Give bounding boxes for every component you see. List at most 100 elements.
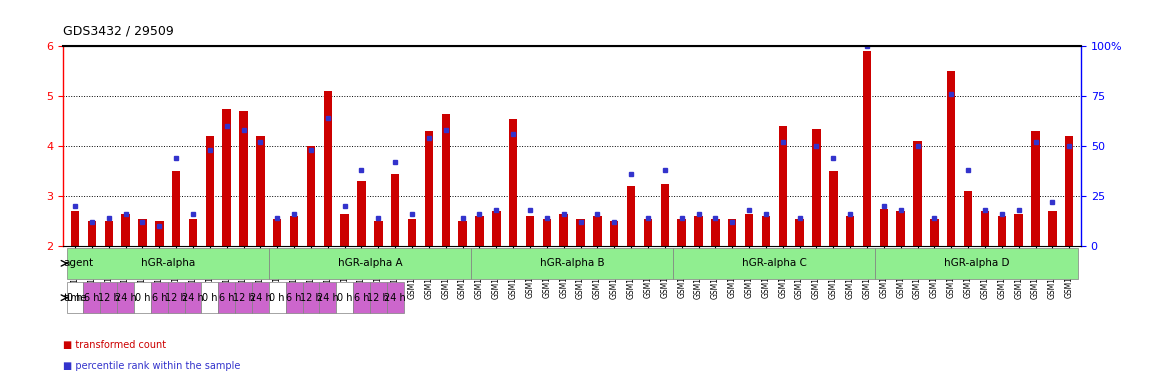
Text: hGR-alpha B: hGR-alpha B (539, 258, 605, 268)
Text: 6 h: 6 h (286, 293, 301, 303)
Bar (206, 136, 214, 246)
Bar (948, 71, 956, 246)
FancyBboxPatch shape (117, 282, 135, 313)
Bar (576, 218, 584, 246)
Bar (964, 191, 972, 246)
Bar (475, 216, 484, 246)
FancyBboxPatch shape (472, 248, 673, 279)
FancyBboxPatch shape (135, 282, 151, 313)
FancyBboxPatch shape (353, 282, 370, 313)
Bar (408, 218, 416, 246)
Text: 0 h: 0 h (269, 293, 285, 303)
Text: 6 h: 6 h (152, 293, 167, 303)
Bar (695, 216, 703, 246)
Bar (1048, 211, 1057, 246)
FancyBboxPatch shape (673, 248, 875, 279)
Bar (761, 216, 771, 246)
FancyBboxPatch shape (302, 282, 320, 313)
FancyBboxPatch shape (386, 282, 404, 313)
FancyBboxPatch shape (151, 282, 168, 313)
Bar (459, 221, 467, 246)
Bar (138, 218, 147, 246)
Text: 0 h: 0 h (135, 293, 151, 303)
FancyBboxPatch shape (875, 248, 1078, 279)
Bar (526, 216, 535, 246)
Bar (122, 214, 130, 246)
Bar (660, 184, 669, 246)
FancyBboxPatch shape (84, 282, 100, 313)
Text: ■ percentile rank within the sample: ■ percentile rank within the sample (63, 361, 240, 371)
FancyBboxPatch shape (336, 282, 353, 313)
Bar (222, 109, 231, 246)
Bar (1032, 131, 1040, 246)
Text: 12 h: 12 h (368, 293, 389, 303)
Bar (509, 119, 518, 246)
FancyBboxPatch shape (370, 282, 386, 313)
Text: hGR-alpha D: hGR-alpha D (944, 258, 1010, 268)
FancyBboxPatch shape (235, 282, 252, 313)
Bar (560, 214, 568, 246)
Bar (105, 221, 113, 246)
Bar (71, 211, 79, 246)
Bar (930, 218, 938, 246)
Bar (256, 136, 264, 246)
Bar (340, 214, 348, 246)
FancyBboxPatch shape (269, 282, 285, 313)
Bar (779, 126, 787, 246)
FancyBboxPatch shape (285, 282, 302, 313)
Bar (358, 181, 366, 246)
Text: time: time (63, 293, 87, 303)
Text: 0 h: 0 h (202, 293, 217, 303)
Bar (644, 218, 652, 246)
Text: hGR-alpha C: hGR-alpha C (742, 258, 807, 268)
Bar (442, 114, 450, 246)
Bar (897, 211, 905, 246)
Bar (997, 216, 1006, 246)
Bar (913, 141, 922, 246)
Bar (239, 111, 247, 246)
Bar (862, 51, 872, 246)
FancyBboxPatch shape (100, 282, 117, 313)
Bar (87, 221, 97, 246)
Text: GDS3432 / 29509: GDS3432 / 29509 (63, 25, 174, 38)
Bar (981, 211, 989, 246)
Text: 12 h: 12 h (166, 293, 187, 303)
Bar (829, 171, 837, 246)
Bar (627, 186, 635, 246)
Bar (374, 221, 383, 246)
Bar (172, 171, 181, 246)
Bar (610, 221, 619, 246)
Bar (880, 209, 888, 246)
Bar (1014, 214, 1022, 246)
Text: 0 h: 0 h (337, 293, 352, 303)
Text: 24 h: 24 h (250, 293, 271, 303)
Bar (323, 91, 332, 246)
Text: hGR-alpha: hGR-alpha (140, 258, 194, 268)
FancyBboxPatch shape (320, 282, 336, 313)
Bar (796, 218, 804, 246)
Bar (391, 174, 399, 246)
Text: 24 h: 24 h (182, 293, 204, 303)
FancyBboxPatch shape (269, 248, 472, 279)
Text: 24 h: 24 h (317, 293, 338, 303)
Text: 12 h: 12 h (300, 293, 322, 303)
Bar (711, 218, 720, 246)
Bar (155, 221, 163, 246)
Bar (593, 216, 601, 246)
Bar (492, 211, 500, 246)
Text: 12 h: 12 h (98, 293, 120, 303)
FancyBboxPatch shape (184, 282, 201, 313)
Bar (677, 218, 685, 246)
Bar (424, 131, 434, 246)
Bar (1065, 136, 1073, 246)
Bar (290, 216, 298, 246)
Text: hGR-alpha A: hGR-alpha A (338, 258, 402, 268)
FancyBboxPatch shape (201, 282, 218, 313)
Bar (812, 129, 821, 246)
Bar (745, 214, 753, 246)
FancyBboxPatch shape (168, 282, 184, 313)
Bar (189, 218, 197, 246)
Text: 24 h: 24 h (384, 293, 406, 303)
Text: 0 h: 0 h (68, 293, 83, 303)
Text: 6 h: 6 h (84, 293, 100, 303)
